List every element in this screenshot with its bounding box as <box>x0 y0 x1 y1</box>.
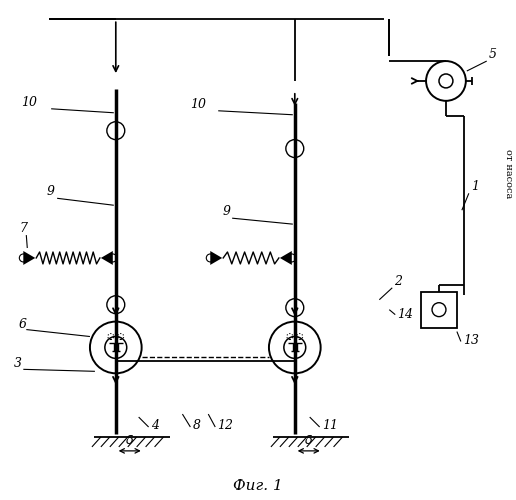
Bar <box>421 292 457 328</box>
Text: 10: 10 <box>21 96 37 109</box>
Text: 7: 7 <box>19 222 27 235</box>
Text: 12: 12 <box>217 419 233 432</box>
Text: Фиг. 1: Фиг. 1 <box>233 478 283 492</box>
Text: 9: 9 <box>222 205 230 218</box>
Polygon shape <box>23 251 35 265</box>
Text: 14: 14 <box>397 308 413 320</box>
Text: 6: 6 <box>19 318 26 330</box>
Text: 5: 5 <box>489 48 497 61</box>
Text: 3: 3 <box>13 358 21 370</box>
Text: $\delta$: $\delta$ <box>304 434 313 447</box>
Text: от насоса: от насоса <box>504 148 513 198</box>
Polygon shape <box>210 251 222 265</box>
Text: 13: 13 <box>463 334 479 347</box>
Text: 4: 4 <box>151 419 158 432</box>
Text: 10: 10 <box>190 98 206 111</box>
Text: 1: 1 <box>471 180 479 194</box>
Text: 2: 2 <box>394 275 402 288</box>
Text: 9: 9 <box>46 186 54 198</box>
Polygon shape <box>280 251 292 265</box>
Polygon shape <box>101 251 113 265</box>
Text: $\delta$: $\delta$ <box>125 434 134 447</box>
Text: 11: 11 <box>321 419 337 432</box>
Text: 8: 8 <box>192 419 200 432</box>
